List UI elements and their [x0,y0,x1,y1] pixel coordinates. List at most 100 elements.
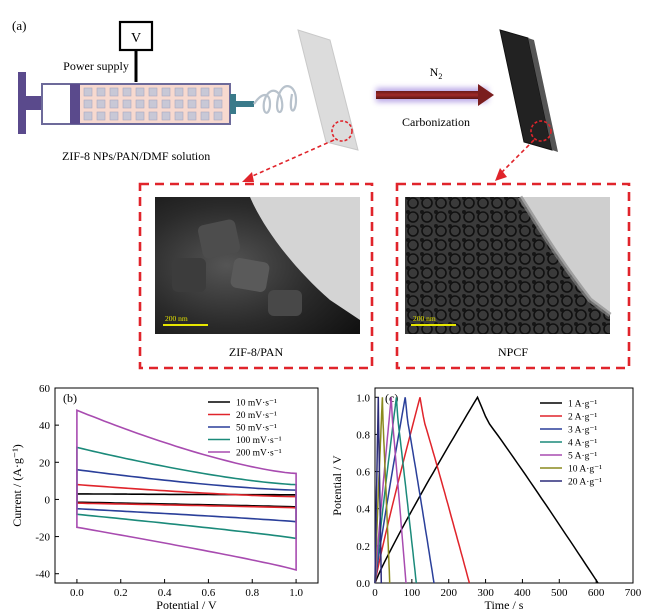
particle [122,87,132,97]
cv-xlabel: Potential / V [156,598,217,612]
cv-legend-label: 20 mV·s⁻¹ [236,411,277,421]
gcd-xtick-label: 100 [404,587,421,599]
particle [122,99,132,109]
cv-xtick-label: 0.2 [114,587,128,599]
particle [187,111,197,121]
cv-legend-label: 50 mV·s⁻¹ [236,424,277,434]
gcd-ytick-label: 0.4 [356,504,370,516]
gas-label: N2 [430,65,443,81]
gcd-ytick-label: 0.0 [356,578,370,590]
gcd-legend-label: 2 A·g⁻¹ [568,413,597,423]
tem-left-caption: ZIF-8/PAN [229,345,284,359]
particle [148,111,158,121]
solution-label: ZIF-8 NPs/PAN/DMF solution [62,149,210,163]
cv-ytick-label: 60 [39,383,51,395]
gcd-legend-label: 5 A·g⁻¹ [568,452,597,462]
gcd-ytick-label: 1.0 [356,392,370,404]
cv-legend-label: 200 mV·s⁻¹ [236,449,282,459]
cv-series-line [76,409,297,572]
gcd-legend-label: 4 A·g⁻¹ [568,439,597,449]
zoom-pointer-left [242,139,335,182]
cv-chart: 0.0 0.2 0.4 0.6 0.8 1.0 -40 -20 0 20 40 60 Potential… [10,383,319,612]
panel-a-label: (a) [12,18,26,33]
particle [135,87,145,97]
carbon-mat-icon [499,29,558,152]
particle [148,99,158,109]
cv-ytick-label: -20 [35,532,50,544]
particle [109,87,119,97]
gcd-xtick-label: 400 [514,587,531,599]
particle [122,111,132,121]
gcd-xlabel: Time / s [485,598,524,612]
syringe-icon [18,72,254,134]
gcd-xtick-label: 500 [551,587,568,599]
cv-ytick-label: 20 [39,457,51,469]
particle [213,99,223,109]
tem-right-scale: 200 nm [413,314,436,323]
cv-xtick-label: 1.0 [289,587,303,599]
process-label: Carbonization [402,115,470,129]
cv-ytick-label: 40 [39,420,51,432]
cv-xtick-label: 0.8 [245,587,259,599]
particle [187,87,197,97]
panel-b-label: (b) [63,391,77,405]
gcd-series-line [374,397,383,584]
gcd-plot-frame [374,387,634,584]
power-supply-symbol: V [131,31,141,46]
gcd-series-line [374,397,471,584]
tem-left-image: 200 nm [155,197,360,334]
particle [135,99,145,109]
zoom-pointer-right [495,139,535,181]
gcd-legend-label: 3 A·g⁻¹ [568,426,597,436]
particle [83,99,93,109]
gcd-series-line [374,397,391,584]
gcd-ytick-label: 0.2 [356,541,370,553]
tem-right-image: 200 nm [405,195,612,334]
power-supply: V Power supply [63,20,154,82]
fiber-mat-icon [297,29,359,151]
cv-legend-label: 10 mV·s⁻¹ [236,399,277,409]
gcd-legend-label: 20 A·g⁻¹ [568,478,602,488]
gcd-xtick-label: 300 [477,587,494,599]
tem-right-caption: NPCF [498,345,528,359]
cv-plot-frame [54,387,319,584]
particle [83,111,93,121]
particle [148,87,158,97]
gcd-ytick-label: 0.6 [356,467,370,479]
particle [83,87,93,97]
jet-spiral-icon [253,85,298,114]
particle [213,87,223,97]
gcd-series-line [374,397,435,584]
particle [161,111,171,121]
gcd-legend-label: 10 A·g⁻¹ [568,465,602,475]
cv-legend-label: 100 mV·s⁻¹ [236,436,282,446]
particle [200,99,210,109]
cv-xtick-label: 0.0 [70,587,84,599]
gcd-ytick-label: 0.8 [356,429,370,441]
gcd-ylabel: Potential / V [330,455,344,516]
gcd-legend-label: 1 A·g⁻¹ [568,400,597,410]
particle [200,87,210,97]
tem-left-scale: 200 nm [165,314,188,323]
particle [187,99,197,109]
gcd-chart: 0 100 200 300 400 500 600 700 0.0 0.2 0.4 0.6 0.8 1.0… [330,387,642,612]
carbonization-arrow-icon [376,84,494,106]
particle [200,111,210,121]
particle [109,111,119,121]
gcd-xtick-label: 600 [588,587,605,599]
particle [174,87,184,97]
cv-xtick-label: 0.4 [158,587,172,599]
power-supply-label: Power supply [63,59,129,73]
particle [135,111,145,121]
particle [96,111,106,121]
particle [96,99,106,109]
particle [213,111,223,121]
gcd-xtick-label: 200 [440,587,457,599]
tem-right-frame [395,182,631,370]
cv-ytick-label: 0 [45,494,51,506]
particle [161,87,171,97]
gcd-xtick-label: 0 [372,587,378,599]
cv-ylabel: Current / (A·g⁻¹) [10,444,24,527]
cv-ytick-label: -40 [35,569,50,581]
